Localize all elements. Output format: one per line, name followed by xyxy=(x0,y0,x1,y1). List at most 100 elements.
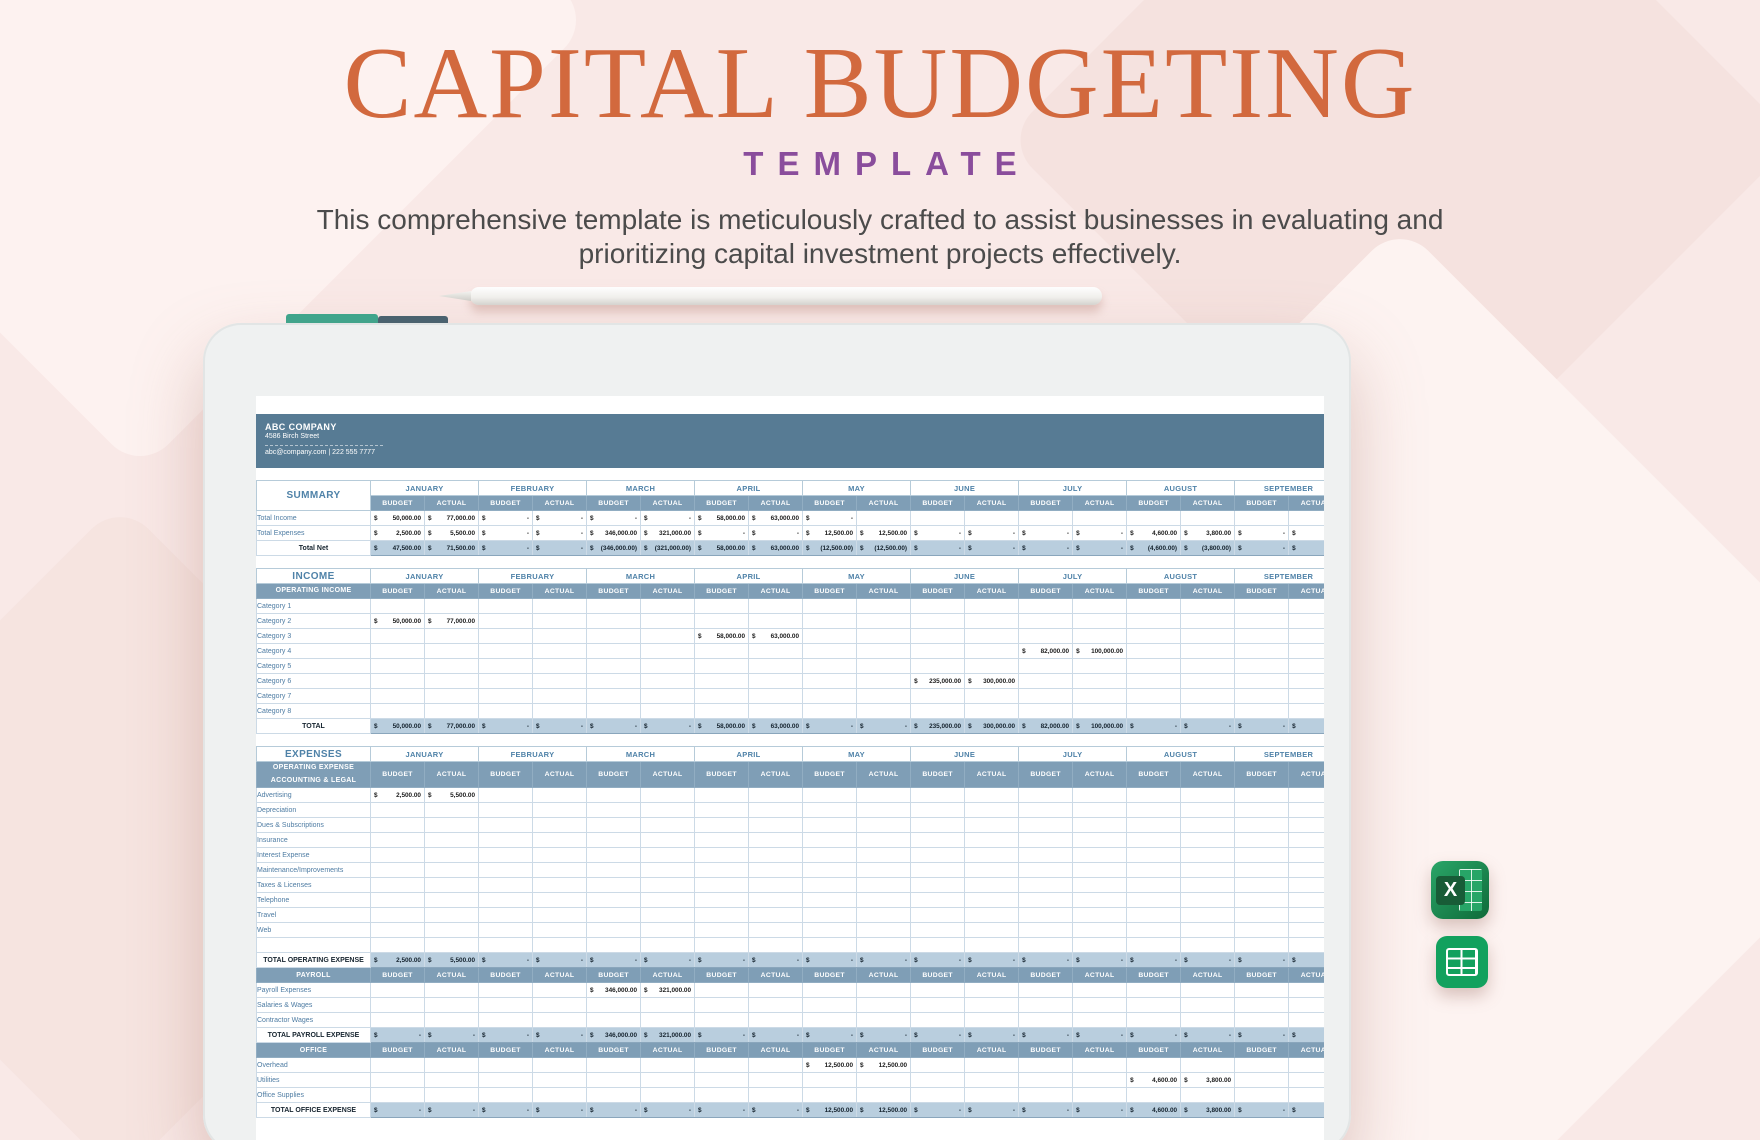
sheet-cell: $- xyxy=(532,952,588,969)
expenses-corner-label: EXPENSES xyxy=(256,746,371,762)
sheet-cell xyxy=(964,832,1020,849)
column-header: BUDGET xyxy=(1234,967,1290,984)
sheet-cell: $- xyxy=(856,718,912,734)
column-header: ACTUAL xyxy=(856,760,912,789)
column-header: BUDGET xyxy=(1126,495,1182,511)
month-header: SEPTEMBER xyxy=(1234,746,1324,762)
sheet-cell xyxy=(1018,673,1074,689)
sheet-cell: $- xyxy=(640,718,696,734)
month-header: JANUARY xyxy=(369,746,480,762)
sheet-cell xyxy=(1234,997,1290,1014)
sheet-cell xyxy=(964,907,1020,924)
sheet-cell: $ (321,000.00) xyxy=(640,540,696,556)
sheet-cell xyxy=(1018,937,1074,954)
column-header: ACTUAL xyxy=(1288,967,1324,984)
month-header: FEBRUARY xyxy=(478,480,588,496)
sheet-cell xyxy=(478,643,534,659)
month-header: MARCH xyxy=(586,746,696,762)
sheet-cell xyxy=(1180,628,1236,644)
sheet-cell xyxy=(694,997,750,1014)
sheet-cell xyxy=(1234,688,1290,704)
sheet-cell: $ (346,000.00) xyxy=(586,540,642,556)
sheet-cell xyxy=(910,877,966,894)
sheet-cell xyxy=(640,1057,696,1074)
sheet-cell xyxy=(1072,802,1128,819)
sheet-cell xyxy=(640,658,696,674)
sheet-cell: $5,500.00 xyxy=(423,952,480,969)
sheet-cell xyxy=(1180,892,1236,909)
sheet-cell: $- xyxy=(478,1027,534,1044)
sheet-cell xyxy=(640,673,696,689)
sheet-cell xyxy=(1072,673,1128,689)
sheet-cell xyxy=(1234,598,1290,614)
sheet-cell: $- xyxy=(640,952,696,969)
sheet-cell xyxy=(1072,877,1128,894)
sheet-cell xyxy=(910,1057,966,1074)
column-header: ACTUAL xyxy=(1072,583,1128,599)
sheet-cell xyxy=(478,922,534,939)
sheet-cell: $346,000.00 xyxy=(586,525,642,541)
column-header: ACTUAL xyxy=(1180,760,1236,789)
sheet-row-label: Web xyxy=(256,922,371,939)
sheet-cell xyxy=(964,1057,1020,1074)
sheet-cell: $- xyxy=(1234,718,1290,734)
sheet-cell xyxy=(1234,817,1290,834)
sheet-cell xyxy=(640,862,696,879)
sheet-cell xyxy=(748,658,804,674)
sheet-cell: $- xyxy=(748,525,804,541)
sheet-cell xyxy=(370,643,425,659)
hero-section: CAPITAL BUDGETING TEMPLATE This comprehe… xyxy=(0,30,1760,270)
sheet-cell xyxy=(1126,997,1182,1014)
sheet-cell xyxy=(856,817,912,834)
sheet-cell xyxy=(370,862,425,879)
sheet-cell: $- xyxy=(802,1027,858,1044)
sheet-cell xyxy=(1072,892,1128,909)
sheet-row: TOTAL OPERATING EXPENSE $2,500.00 $5,500.0… xyxy=(256,952,1324,969)
sheet-cell xyxy=(856,613,912,629)
month-header: APRIL xyxy=(694,568,804,584)
sheet-cell xyxy=(532,847,588,864)
sheet-cell xyxy=(748,922,804,939)
sheet-cell xyxy=(1126,877,1182,894)
column-header: ACTUAL xyxy=(964,1042,1020,1059)
month-header: JULY xyxy=(1018,480,1128,496)
sheet-cell xyxy=(910,922,966,939)
sheet-cell xyxy=(1288,510,1324,526)
sheet-cell xyxy=(1126,703,1182,719)
sheet-cell xyxy=(423,673,480,689)
sheet-cell xyxy=(370,982,425,999)
sheet-cell xyxy=(1180,817,1236,834)
sheet-cell xyxy=(1018,628,1074,644)
sheet-cell xyxy=(1072,598,1128,614)
stylus-tip xyxy=(439,291,471,301)
sheet-cell xyxy=(694,1072,750,1089)
sheet-cell xyxy=(586,907,642,924)
sheet-cell xyxy=(1126,673,1182,689)
sheet-cell xyxy=(1180,1012,1236,1029)
sheet-cell: $- xyxy=(1126,952,1182,969)
sheet-cell: $- xyxy=(1180,952,1236,969)
sheet-cell xyxy=(478,1057,534,1074)
sheet-cell xyxy=(694,862,750,879)
sheet-cell xyxy=(1180,847,1236,864)
sheet-cell xyxy=(856,937,912,954)
sheet-cell xyxy=(423,862,480,879)
sheet-row-label: Salaries & Wages xyxy=(256,997,371,1014)
sheet-cell xyxy=(856,1072,912,1089)
sheet-cell: $71,500.00 xyxy=(423,540,480,556)
sheet-cell: $- xyxy=(1018,525,1074,541)
sheet-cell xyxy=(532,922,588,939)
column-header: BUDGET xyxy=(370,583,425,599)
sheet-cell: $300,000.00 xyxy=(964,673,1020,689)
income-table: INCOME JANUARY FEBRUARY MARCH APRIL MAY JUNE JU… xyxy=(256,568,1324,734)
sheet-cell xyxy=(586,892,642,909)
sheet-cell xyxy=(1234,1012,1290,1029)
sheet-cell xyxy=(1018,997,1074,1014)
sheet-cell: $- xyxy=(1234,1102,1290,1119)
sheet-cell xyxy=(478,997,534,1014)
sheet-cell: $- xyxy=(856,952,912,969)
card-behind-tablet xyxy=(378,316,448,326)
sheet-cell xyxy=(964,982,1020,999)
sheet-cell: $- xyxy=(1288,1102,1324,1119)
sheet-cell xyxy=(802,1012,858,1029)
